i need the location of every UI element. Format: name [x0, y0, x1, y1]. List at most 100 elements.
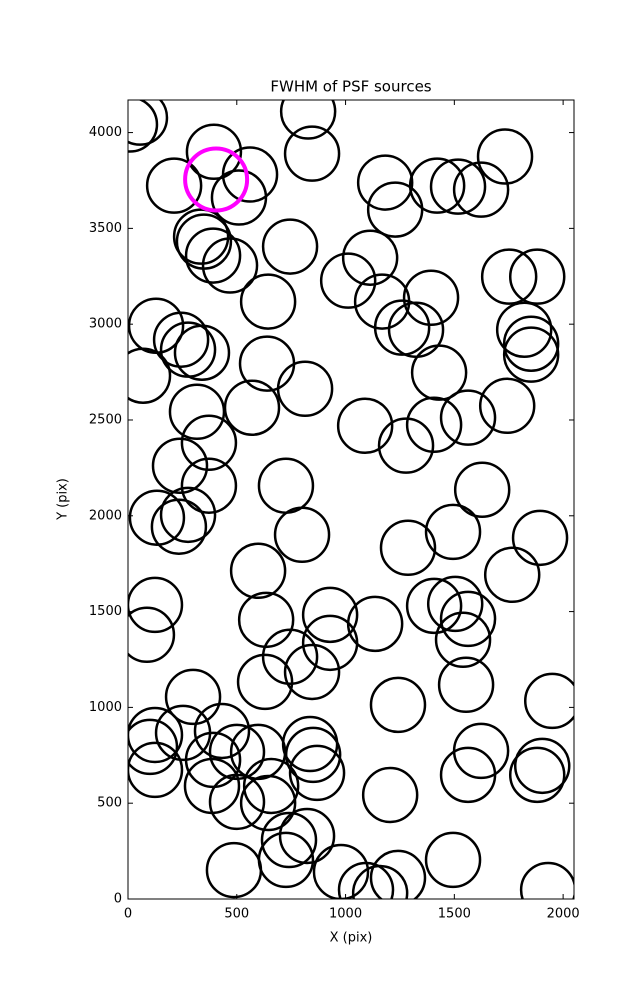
source-circle	[128, 706, 184, 764]
source-circle	[283, 125, 341, 182]
source-circle	[511, 509, 569, 567]
source-circle	[164, 668, 222, 726]
source-circle	[184, 227, 242, 284]
source-circle	[439, 389, 497, 446]
source-circle	[361, 766, 419, 824]
source-circle	[193, 702, 251, 760]
source-circle	[373, 299, 431, 356]
source-circle	[312, 843, 370, 899]
source-circle	[513, 737, 571, 795]
source-circle	[439, 590, 497, 648]
source-circle	[483, 546, 541, 604]
source-circle	[502, 326, 560, 383]
source-circle	[434, 611, 492, 669]
source-circle	[128, 741, 184, 799]
plot-area	[128, 100, 574, 899]
source-circle	[180, 457, 238, 514]
source-circle	[495, 301, 553, 358]
y-axis-label: Y (pix)	[56, 478, 71, 521]
source-circle	[429, 158, 487, 215]
source-circle	[405, 396, 463, 454]
source-circle	[278, 807, 336, 865]
source-circle	[502, 315, 560, 372]
x-tick-label: 2000	[547, 907, 580, 922]
source-circle	[301, 586, 359, 644]
plot-frame	[127, 99, 575, 900]
source-circle	[410, 344, 468, 401]
y-tick-label: 2500	[89, 412, 122, 427]
source-circle	[453, 461, 511, 518]
source-circle	[369, 676, 427, 734]
source-circle	[239, 774, 297, 832]
source-circle	[237, 591, 295, 649]
source-circle	[205, 841, 263, 899]
source-circle	[201, 237, 259, 294]
source-circle	[229, 542, 287, 600]
source-circle	[519, 861, 574, 899]
source-circle	[261, 628, 319, 686]
source-circle	[369, 849, 427, 899]
y-tick-label: 500	[97, 796, 122, 811]
source-circle	[208, 773, 266, 831]
source-circle	[261, 218, 319, 275]
x-tick-label: 1500	[438, 907, 471, 922]
source-circle	[239, 273, 297, 330]
source-circle	[128, 100, 159, 153]
source-circle	[508, 746, 566, 804]
source-circle	[424, 503, 482, 561]
source-circle	[336, 397, 394, 454]
x-tick-label: 0	[124, 907, 132, 922]
source-circle	[276, 360, 334, 418]
source-circle	[284, 726, 342, 784]
source-circle	[319, 252, 377, 309]
source-circle	[152, 311, 210, 368]
y-tick-label: 4000	[89, 125, 122, 140]
source-circle	[408, 157, 466, 214]
source-circle	[273, 506, 331, 564]
source-circle	[183, 146, 250, 213]
source-circle	[221, 146, 279, 203]
x-tick-label: 500	[224, 907, 249, 922]
source-circle	[223, 379, 281, 436]
source-circle	[387, 301, 445, 358]
y-tick-label: 2000	[89, 508, 122, 523]
source-circle	[159, 486, 217, 544]
source-circle	[128, 718, 179, 776]
source-circle	[238, 335, 296, 392]
source-circle	[341, 229, 399, 286]
source-circle	[356, 154, 414, 211]
source-circle	[476, 128, 534, 185]
source-circle	[128, 606, 176, 664]
source-circle	[168, 383, 226, 440]
source-circle	[402, 269, 460, 326]
y-tick-label: 0	[114, 892, 122, 907]
y-tick-label: 1000	[89, 700, 122, 715]
source-circle	[437, 656, 495, 714]
source-circle	[288, 744, 346, 802]
source-circle	[128, 576, 184, 634]
source-circle	[180, 414, 238, 472]
source-circle	[377, 417, 435, 474]
source-circle	[366, 181, 424, 238]
source-circle	[128, 489, 186, 546]
source-circle	[524, 672, 574, 730]
y-tick-label: 3000	[89, 317, 122, 332]
source-circle	[128, 100, 169, 146]
source-circle	[351, 864, 409, 899]
source-circle	[426, 575, 484, 633]
source-circle	[173, 324, 231, 381]
source-circle	[379, 519, 437, 577]
source-circle	[257, 457, 315, 514]
source-circle	[283, 643, 341, 701]
source-circle	[439, 746, 497, 804]
source-circle	[301, 614, 359, 672]
source-circle	[185, 123, 243, 180]
source-circle	[452, 161, 510, 218]
source-circle	[145, 157, 203, 214]
source-circle	[151, 437, 209, 495]
chart-title: FWHM of PSF sources	[270, 78, 431, 96]
source-circle	[210, 169, 268, 226]
y-tick-label: 1500	[89, 604, 122, 619]
source-circle	[337, 861, 395, 899]
source-circle	[128, 347, 172, 404]
